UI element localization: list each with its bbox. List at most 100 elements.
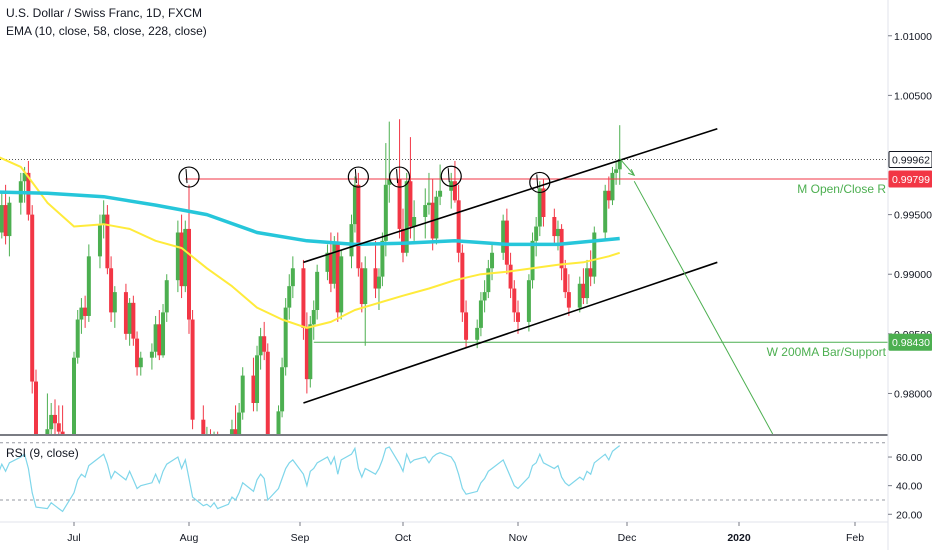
candle-body [614, 169, 619, 173]
candle-body [255, 355, 260, 403]
candle-body [577, 283, 582, 308]
candle-body [438, 190, 443, 197]
price-badge [888, 170, 932, 188]
candle-body [315, 271, 320, 310]
chart-title: U.S. Dollar / Swiss Franc, 1D, FXCM [6, 6, 203, 20]
top-marker-stroke [447, 168, 450, 183]
candle-body [22, 172, 27, 182]
candle-body [187, 228, 191, 320]
candle-body [251, 375, 256, 403]
y-tick-label: 0.99000 [894, 269, 932, 281]
projection-arrow-shaft [619, 158, 635, 176]
candle-body [83, 307, 88, 316]
y-tick-label: 0.98000 [894, 388, 932, 400]
top-marker-circle [388, 166, 411, 188]
ema58-line [0, 156, 621, 329]
candle-body [464, 312, 469, 340]
candle-body [603, 190, 608, 233]
candle-body [79, 307, 84, 320]
candle-body [592, 232, 597, 277]
candle-body [86, 256, 91, 316]
candle-body [153, 324, 158, 352]
candle-body [555, 228, 560, 237]
x-tick-label: Jul [67, 532, 80, 544]
candle-body [610, 172, 615, 201]
candle-body [30, 214, 35, 382]
candle-body [123, 292, 128, 334]
candle-body [45, 429, 50, 434]
candle-body [226, 447, 230, 459]
top-marker-circle [440, 165, 462, 187]
candle-body [512, 288, 517, 313]
candle-body [258, 336, 263, 356]
candle-body [349, 224, 354, 257]
candle-body [179, 232, 184, 287]
candle-body [408, 181, 413, 227]
candle-body [541, 188, 546, 217]
candle-body [97, 224, 102, 257]
rsi-legend: RSI (9, close) [6, 446, 79, 460]
candle-body [0, 205, 4, 233]
candle-body [237, 412, 242, 434]
candle-body [325, 252, 330, 272]
candle-body [559, 228, 564, 269]
m-open-close-label: M Open/Close R [797, 182, 886, 196]
candle-body [56, 423, 61, 432]
rsi-pane [0, 442, 888, 513]
candle-body [127, 302, 132, 334]
top-marker-stroke [396, 169, 399, 184]
candle-body [537, 188, 542, 227]
x-tick-label: Aug [180, 532, 199, 544]
candle-body [508, 264, 513, 289]
candle-body [376, 276, 381, 289]
rsi-tick-label: 40.00 [896, 481, 922, 493]
candle-body [287, 286, 292, 308]
candle-body [112, 292, 117, 313]
candle-body [34, 381, 38, 434]
candle-body [383, 184, 388, 241]
candle-body [359, 268, 364, 305]
candle-body [60, 431, 65, 434]
rsi-tick-label: 60.00 [896, 452, 922, 464]
candle-body [434, 196, 439, 239]
candle-body [516, 312, 520, 322]
y-tick-label: 0.99500 [894, 210, 932, 222]
candle-body [397, 178, 402, 229]
candle-body [335, 243, 340, 313]
candle-body [404, 181, 409, 253]
candle-body [534, 226, 539, 241]
candle-body [412, 217, 417, 227]
candle-body [452, 181, 457, 201]
candle-body [566, 292, 571, 308]
candle-body [585, 268, 590, 299]
candle-body [423, 205, 428, 217]
candle-body [490, 252, 495, 269]
price-badge-label: 0.98430 [892, 337, 930, 349]
candle-body [280, 367, 285, 412]
candle-body [75, 319, 80, 358]
x-tick-label: Feb [846, 532, 864, 544]
candle-body [606, 190, 611, 201]
candle-body [190, 319, 195, 420]
candle-body [332, 243, 337, 284]
candle-body [233, 429, 238, 434]
candle-body [486, 268, 491, 293]
candle-body [460, 252, 465, 313]
candle-body [530, 240, 535, 281]
candle-body [101, 214, 106, 225]
candle-body [229, 429, 234, 434]
ema228-line [0, 190, 620, 247]
candle-body [183, 228, 188, 287]
candle-body [240, 375, 245, 413]
candle-body [164, 280, 169, 313]
y-tick-label: 1.00500 [894, 90, 932, 102]
candle-body [426, 202, 431, 206]
candle-body [262, 336, 267, 352]
channel-upper-line [303, 128, 718, 264]
candle-body [363, 268, 368, 305]
top-marker-circle [178, 166, 200, 188]
projection-arrow-head [628, 169, 636, 177]
candle-body [504, 220, 509, 265]
top-marker-stroke [536, 174, 539, 189]
